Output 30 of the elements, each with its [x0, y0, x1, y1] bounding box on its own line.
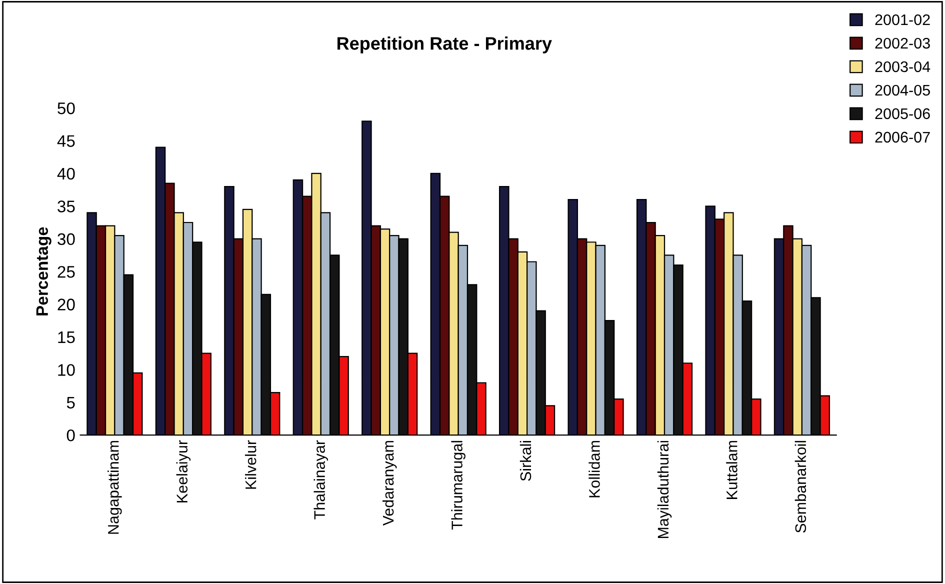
y-tick-label: 5 [66, 396, 75, 409]
legend-label: 2004-05 [875, 84, 930, 96]
y-tick-label: 50 [58, 102, 75, 114]
legend-label: 2002-03 [875, 38, 930, 49]
x-tick-label: Thalainayar [314, 440, 328, 520]
x-tick-label: Sembanarkoil [794, 440, 806, 533]
legend-label: 2001-02 [875, 14, 930, 26]
chart-title: Repetition Rate - Primary [338, 36, 552, 54]
y-tick-label: 40 [57, 168, 75, 180]
x-tick-label: Nagapattinam [108, 440, 122, 534]
y-tick-label: 45 [57, 135, 75, 147]
y-tick-label: 25 [58, 266, 75, 278]
y-tick-label: 15 [58, 332, 75, 344]
y-tick-label: 30 [58, 233, 75, 246]
y-tick-label: 20 [58, 298, 75, 310]
x-tick-label: Sirkali [520, 440, 532, 481]
x-tick-label: Kollidam [588, 440, 600, 498]
x-tick-label: Thirumarugal [451, 440, 466, 530]
legend-label: 2005-06 [875, 108, 930, 120]
y-axis-title: Percentage [36, 227, 52, 316]
legend-label: 2003-04 [875, 61, 930, 72]
y-tick-label: 35 [58, 200, 75, 212]
legend-label: 2006-07 [875, 132, 930, 143]
x-tick-label: Vedaranyam [382, 440, 397, 526]
y-tick-label: 10 [58, 364, 75, 376]
x-tick-label: Kuttalam [726, 440, 738, 499]
x-tick-label: Mayiladuthurai [657, 440, 672, 538]
x-tick-label: Keelaiyur [176, 440, 191, 502]
x-tick-label: Kilvelur [245, 440, 256, 489]
y-tick-label: 0 [66, 429, 75, 442]
